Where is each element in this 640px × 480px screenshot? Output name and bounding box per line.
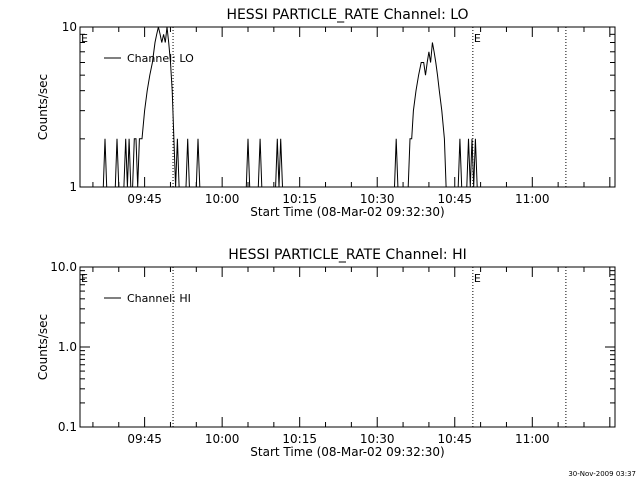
event-marker-label: E [474,272,481,285]
x-tick-label: 10:00 [205,192,240,206]
y-tick-label: 0.1 [58,420,77,434]
chart-title: HESSI PARTICLE_RATE Channel: HI [228,247,466,263]
x-tick-label: 11:00 [515,432,550,446]
event-marker-label: E [81,32,88,45]
x-axis-label: Start Time (08-Mar-02 09:32:30) [250,445,444,459]
chart-panel-2: HESSI PARTICLE_RATE Channel: HI 0.1 1.0 10.… [36,247,616,459]
chart-panels: HESSI PARTICLE_RATE Channel: LO 1 10 Counts… [36,7,616,459]
x-tick-label: 10:45 [437,432,472,446]
series-line-channel-lo [102,26,478,188]
x-tick-label: 10:00 [205,432,240,446]
x-axis-label: Start Time (08-Mar-02 09:32:30) [250,205,444,219]
x-tick-label: 10:30 [360,432,395,446]
y-axis-label: Counts/sec [36,314,50,380]
x-tick-label: 10:45 [437,192,472,206]
chart-panel-1: HESSI PARTICLE_RATE Channel: LO 1 10 Counts… [36,7,616,219]
event-marker-label: E [81,272,88,285]
y-tick-label: 10.0 [50,260,77,274]
event-marker-label: E [474,32,481,45]
y-tick-label: 10 [62,20,77,34]
y-axis-label: Counts/sec [36,74,50,140]
footer-timestamp: 30-Nov-2009 03:37 [568,470,636,478]
chart-title: HESSI PARTICLE_RATE Channel: LO [226,7,468,23]
x-tick-label: 09:45 [127,192,162,206]
legend-label: Channel: HI [127,292,191,305]
legend-label: Channel: LO [127,52,194,65]
x-tick-label: 09:45 [127,432,162,446]
x-tick-label: 10:15 [282,192,317,206]
y-tick-label: 1.0 [58,340,77,354]
x-tick-label: 10:30 [360,192,395,206]
x-tick-label: 11:00 [515,192,550,206]
y-tick-label: 1 [69,180,77,194]
x-tick-label: 10:15 [282,432,317,446]
